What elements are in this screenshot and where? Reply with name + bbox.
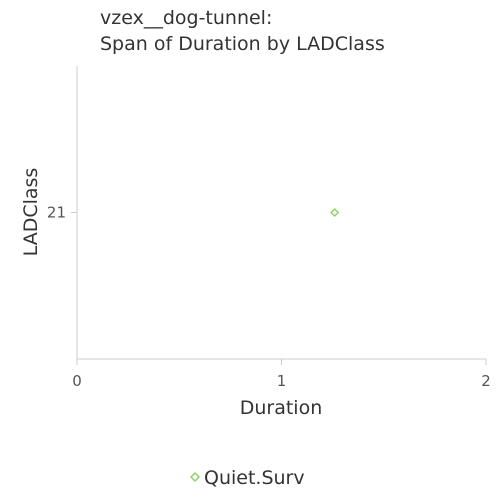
legend[interactable]: Quiet.Surv: [189, 467, 305, 489]
chart-title-line-2: Span of Duration by LADClass: [100, 33, 385, 55]
x-axis-label: Duration: [240, 397, 323, 419]
y-axis-ticks: 21: [47, 204, 77, 222]
x-tick-label: 0: [72, 372, 82, 390]
y-tick-label: 21: [47, 204, 66, 222]
y-axis-label: LADClass: [20, 168, 42, 257]
x-tick-label: 1: [277, 372, 287, 390]
chart-title: vzex__dog-tunnel: Span of Duration by LA…: [100, 7, 385, 55]
x-axis-ticks: 0 1 2: [72, 359, 491, 390]
legend-label: Quiet.Surv: [204, 467, 305, 489]
x-tick-label: 2: [481, 372, 491, 390]
chart-title-line-1: vzex__dog-tunnel:: [100, 7, 272, 29]
legend-marker: [189, 471, 201, 483]
data-points: [330, 207, 340, 218]
data-point[interactable]: [330, 207, 340, 218]
